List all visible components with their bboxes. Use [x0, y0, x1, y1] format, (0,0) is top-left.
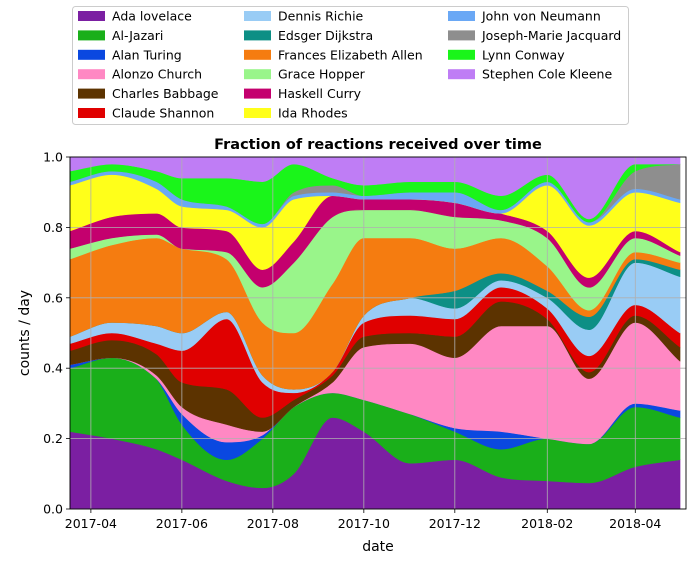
legend-label-joseph-marie-jacquard: Joseph-Marie Jacquard — [481, 28, 621, 43]
x-tick-label: 2017-04 — [65, 516, 117, 531]
legend-swatch-claude-shannon — [78, 108, 105, 118]
x-tick-label: 2017-08 — [247, 516, 299, 531]
legend-swatch-alan-turing — [78, 49, 105, 60]
legend-swatch-ida-rhodes — [244, 108, 271, 118]
y-tick-label: 0.4 — [43, 361, 63, 376]
legend-swatch-edsger-dijkstra — [244, 30, 271, 41]
legend-label-al-jazari: Al-Jazari — [112, 28, 163, 43]
y-tick-label: 0.2 — [43, 431, 63, 446]
legend-label-edsger-dijkstra: Edsger Dijkstra — [278, 28, 373, 43]
legend-swatch-ada-lovelace — [78, 11, 105, 21]
legend-frame — [72, 6, 629, 125]
plot-frame — [69, 156, 687, 510]
legend-label-claude-shannon: Claude Shannon — [112, 106, 214, 121]
legend-swatch-alonzo-church — [78, 69, 105, 80]
y-tick-label: 1.0 — [43, 150, 63, 165]
legend-swatch-grace-hopper — [244, 69, 271, 80]
legend-swatch-joseph-marie-jacquard — [448, 30, 475, 41]
x-tick-label: 2017-10 — [338, 516, 390, 531]
legend-label-alan-turing: Alan Turing — [112, 47, 182, 62]
legend-label-dennis-richie: Dennis Richie — [278, 9, 364, 24]
legend-label-alonzo-church: Alonzo Church — [112, 67, 202, 82]
legend-label-stephen-cole-kleene: Stephen Cole Kleene — [482, 67, 612, 82]
x-tick-label: 2017-12 — [429, 516, 481, 531]
legend-swatch-frances-elizabeth-allen — [244, 49, 271, 60]
legend-swatch-charles-babbage — [78, 88, 105, 99]
y-tick-label: 0.0 — [43, 502, 63, 517]
legend-swatch-lynn-conway — [448, 49, 475, 60]
x-tick-label: 2018-04 — [609, 516, 661, 531]
y-axis-label: counts / day — [17, 290, 33, 376]
legend-swatch-john-von-neumann — [448, 11, 475, 21]
legend-label-john-von-neumann: John von Neumann — [481, 9, 601, 24]
legend-swatch-al-jazari — [78, 30, 105, 41]
legend-label-haskell-curry: Haskell Curry — [278, 86, 362, 101]
legend-swatch-dennis-richie — [244, 11, 271, 21]
y-tick-label: 0.6 — [43, 290, 63, 305]
legend-label-charles-babbage: Charles Babbage — [112, 86, 219, 101]
legend-swatch-haskell-curry — [244, 88, 271, 99]
legend-swatch-stephen-cole-kleene — [448, 69, 475, 80]
x-tick-label: 2018-02 — [521, 516, 573, 531]
legend-label-frances-elizabeth-allen: Frances Elizabeth Allen — [278, 47, 423, 62]
x-axis-label: date — [362, 539, 394, 555]
x-tick-label: 2017-06 — [156, 516, 208, 531]
y-tick-label: 0.8 — [43, 220, 63, 235]
legend-label-grace-hopper: Grace Hopper — [278, 67, 366, 82]
plot-area: 0.0 0.2 0.4 0.6 0.8 1.0 2017-04 2017-06 2017-08 2… — [43, 150, 687, 531]
legend-label-ada-lovelace: Ada lovelace — [112, 9, 192, 24]
legend: Ada lovelace Al-Jazari Alan Turing Alonzo C… — [72, 6, 629, 125]
chart-title: Fraction of reactions received over time — [214, 137, 542, 153]
legend-label-ida-rhodes: Ida Rhodes — [278, 106, 348, 121]
legend-label-lynn-conway: Lynn Conway — [482, 47, 565, 62]
